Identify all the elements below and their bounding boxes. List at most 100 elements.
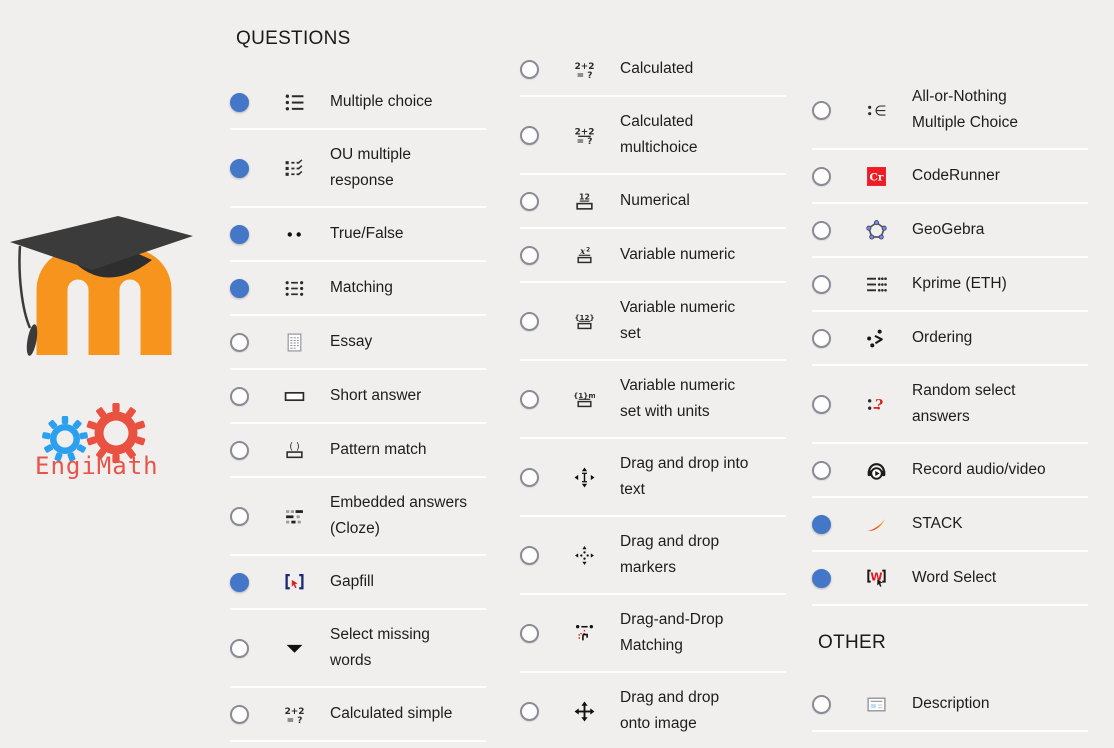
question-type-option[interactable]: W Word Select: [812, 552, 1088, 606]
question-type-option[interactable]: 12 Numerical: [520, 175, 786, 229]
question-type-label: Essay: [330, 333, 373, 350]
question-type-option[interactable]: {12} Variable numeric set: [520, 283, 786, 361]
radio-button[interactable]: [812, 166, 831, 186]
question-type-option[interactable]: 2+2 = ? Calculated multichoice: [520, 97, 786, 175]
svg-text:?: ?: [874, 397, 882, 413]
question-column-2: 2+2 = ? Calculated 2+2 = ? Calculated mult…: [520, 43, 786, 748]
question-type-option[interactable]: Description: [812, 678, 1088, 732]
radio-button[interactable]: [230, 92, 249, 112]
question-type-option[interactable]: ? Random select answers: [812, 366, 1088, 444]
question-type-option[interactable]: STACK: [812, 498, 1088, 552]
coderunner-icon: Cr: [863, 166, 889, 187]
svg-text:= ?: = ?: [576, 70, 592, 79]
question-type-label: Multiple choice: [330, 93, 433, 110]
svg-text:2+2: 2+2: [574, 61, 594, 71]
radio-button[interactable]: [230, 158, 249, 178]
question-type-option[interactable]: Drag-and-Drop Matching: [520, 595, 786, 673]
radio-button[interactable]: [812, 274, 831, 294]
radio-button[interactable]: [812, 460, 831, 480]
question-type-option[interactable]: ( ) Pattern match: [230, 424, 486, 478]
question-type-list-3: ∈ All-or-Nothing Multiple Choice Cr Code…: [812, 72, 1088, 606]
radio-button[interactable]: [520, 245, 539, 265]
drag-drop-markers-icon: [571, 545, 597, 566]
question-type-label: Variable numeric: [620, 246, 736, 263]
question-type-option[interactable]: Cr CodeRunner: [812, 150, 1088, 204]
question-type-option[interactable]: Drag and drop into text: [520, 439, 786, 517]
drag-drop-onto-image-icon: [571, 701, 597, 722]
radio-button[interactable]: [230, 440, 249, 460]
all-or-nothing-multiple-choice-icon: ∈: [863, 100, 889, 121]
radio-button[interactable]: [812, 220, 831, 240]
question-type-option[interactable]: Ordering: [812, 312, 1088, 366]
radio-button[interactable]: [520, 59, 539, 79]
kprime-icon: [863, 274, 889, 295]
radio-button[interactable]: [230, 572, 249, 592]
radio-button[interactable]: [520, 467, 539, 487]
question-type-label: CodeRunner: [912, 167, 1000, 184]
question-type-option[interactable]: Record audio/video: [812, 444, 1088, 498]
svg-text:{1}m: {1}m: [574, 390, 595, 399]
question-type-option[interactable]: 2+2 = ? Calculated: [520, 43, 786, 97]
record-audio-video-icon: [863, 460, 889, 481]
question-type-label: GeoGebra: [912, 221, 985, 238]
question-type-option[interactable]: True/False: [230, 208, 486, 262]
question-type-option[interactable]: Select missing words: [230, 610, 486, 688]
question-type-option[interactable]: OU multiple response: [230, 130, 486, 208]
gears-icon: [41, 403, 146, 463]
other-type-list: Description: [812, 678, 1088, 732]
svg-text:∈: ∈: [874, 103, 886, 119]
question-type-option[interactable]: Kprime (ETH): [812, 258, 1088, 312]
engimath-logo: [28, 393, 178, 488]
radio-button[interactable]: [230, 278, 249, 298]
calculated-simple-icon: 2+2 = ?: [281, 704, 307, 724]
svg-text:Cr: Cr: [869, 171, 883, 183]
radio-button[interactable]: [230, 224, 249, 244]
essay-icon: [281, 332, 307, 353]
question-type-option[interactable]: Matching: [230, 262, 486, 316]
radio-button[interactable]: [812, 394, 831, 414]
radio-button[interactable]: [520, 623, 539, 643]
engimath-wordmark: EngiMath: [35, 452, 159, 480]
radio-button[interactable]: [230, 638, 249, 658]
drag-drop-into-text-icon: [571, 467, 597, 488]
radio-button[interactable]: [520, 191, 539, 211]
question-type-option[interactable]: 2+2 = ? Calculated simple: [230, 688, 486, 742]
question-type-label: True/False: [330, 225, 404, 242]
question-type-option[interactable]: {1}m Variable numeric set with units: [520, 361, 786, 439]
question-type-option[interactable]: Gapfill: [230, 556, 486, 610]
question-type-option[interactable]: Drag and drop markers: [520, 517, 786, 595]
radio-button[interactable]: [812, 514, 831, 534]
svg-text:12: 12: [579, 192, 590, 201]
radio-button[interactable]: [520, 545, 539, 565]
question-type-option[interactable]: Drag and drop onto image: [520, 673, 786, 748]
question-type-option[interactable]: Embedded answers (Cloze): [230, 478, 486, 556]
radio-button[interactable]: [520, 701, 539, 721]
question-type-option[interactable]: Multiple choice: [230, 76, 486, 130]
word-select-icon: W: [863, 568, 889, 589]
question-type-option[interactable]: Short answer: [230, 370, 486, 424]
question-type-option[interactable]: ∈ All-or-Nothing Multiple Choice: [812, 72, 1088, 150]
question-type-label: Select missing words: [330, 626, 430, 669]
radio-button[interactable]: [230, 704, 249, 724]
radio-button[interactable]: [230, 332, 249, 352]
question-type-label: Word Select: [912, 569, 997, 586]
svg-text:x: x: [579, 246, 586, 256]
question-type-label: Pattern match: [330, 441, 427, 458]
radio-button[interactable]: [812, 568, 831, 588]
radio-button[interactable]: [812, 100, 831, 120]
question-type-label: All-or-Nothing Multiple Choice: [912, 88, 1018, 131]
question-type-label: Drag-and-Drop Matching: [620, 611, 724, 654]
radio-button[interactable]: [520, 311, 539, 331]
radio-button[interactable]: [230, 506, 249, 526]
radio-button[interactable]: [812, 328, 831, 348]
radio-button[interactable]: [520, 125, 539, 145]
question-type-option[interactable]: Essay: [230, 316, 486, 370]
ou-multiple-response-icon: [281, 158, 307, 179]
question-type-label: Drag and drop into text: [620, 455, 749, 498]
radio-button[interactable]: [812, 694, 831, 714]
description-icon: [863, 694, 889, 715]
radio-button[interactable]: [230, 386, 249, 406]
radio-button[interactable]: [520, 389, 539, 409]
question-type-option[interactable]: GeoGebra: [812, 204, 1088, 258]
